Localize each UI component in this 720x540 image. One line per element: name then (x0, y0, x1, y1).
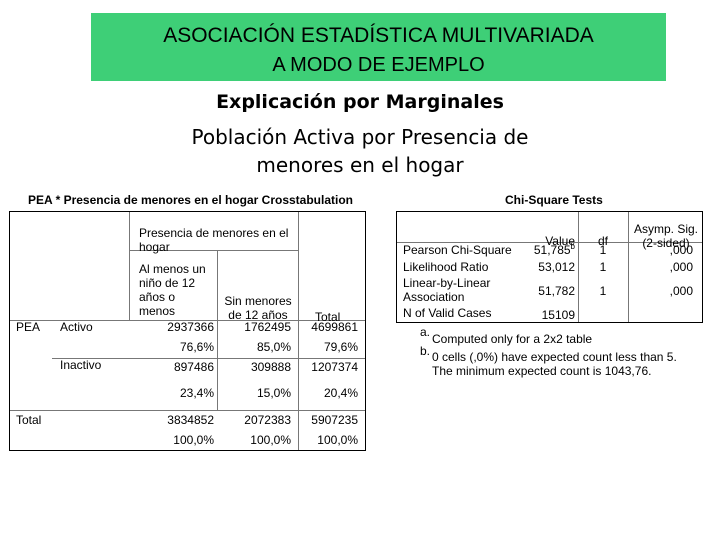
col-header-df: df (597, 234, 608, 248)
footnote-mark: b (570, 242, 575, 251)
footnote-a: Computed only for a 2x2 table (432, 332, 593, 346)
col-header-with-children: Al menos un niño de 12 años o menos (139, 262, 206, 318)
col-header-sig: Asymp. Sig. (2-sided) (633, 222, 699, 250)
chisq-title: Chi-Square Tests (505, 193, 603, 207)
crosstab-table: Presencia de menores en el hogar Al meno… (9, 211, 366, 451)
footnote-b: 0 cells (,0%) have expected count less t… (432, 350, 677, 378)
crosstab-title: PEA * Presencia de menores en el hogar C… (28, 193, 353, 207)
title-banner: ASOCIACIÓN ESTADÍSTICA MULTIVARIADA A MO… (91, 13, 666, 81)
row-label: Likelihood Ratio (403, 260, 489, 274)
row-label-total: Total (16, 413, 42, 427)
footnote-a-mark: a. (420, 325, 431, 339)
table-cell: 5907235 (311, 413, 358, 427)
row-label-activo: Activo (60, 320, 93, 334)
table-cell: ,000 (669, 243, 693, 257)
table-cell: 1 (599, 243, 607, 257)
table-cell: 1 (599, 284, 607, 298)
section-heading: Explicación por Marginales (216, 91, 504, 113)
table-cell: 897486 (173, 360, 214, 374)
table-cell: 53,012 (538, 260, 575, 274)
col-header-value: Value (545, 234, 575, 248)
table-cell: 100,0% (173, 433, 214, 447)
row-var-label: PEA (16, 320, 41, 334)
subheading-line-1: Población Activa por Presencia de (191, 125, 529, 149)
chisq-table: Value df Asymp. Sig. (2-sided) Pearson C… (396, 211, 703, 323)
subheading-line-2: menores en el hogar (256, 153, 464, 177)
table-cell: 4699861 (311, 320, 358, 334)
table-cell: 76,6% (179, 340, 214, 354)
banner-title: ASOCIACIÓN ESTADÍSTICA MULTIVARIADA (163, 24, 594, 47)
table-cell: 15,0% (256, 386, 291, 400)
footnote-b-mark: b. (420, 344, 431, 358)
table-cell: 100,0% (250, 433, 291, 447)
table-cell: 1762495 (244, 320, 291, 334)
row-label-inactivo: Inactivo (60, 358, 102, 372)
table-cell: 2072383 (244, 413, 291, 427)
table-cell-value: 51,785 (533, 243, 571, 257)
table-cell: 23,4% (179, 386, 214, 400)
table-cell: 15109 (541, 308, 575, 322)
row-label: Linear-by-Linear Association (403, 276, 491, 304)
col-header-without-children: Sin menores de 12 años (224, 294, 292, 322)
table-cell: 309888 (250, 360, 291, 374)
table-cell: 3834852 (167, 413, 214, 427)
col-header-total: Total (315, 310, 341, 324)
table-cell: 20,4% (323, 386, 358, 400)
row-label: N of Valid Cases (403, 306, 492, 320)
table-cell: 1 (599, 260, 607, 274)
table-cell: 79,6% (323, 340, 358, 354)
header-group: Presencia de menores en el hogar (139, 226, 289, 254)
table-cell: ,000 (669, 284, 693, 298)
row-label: Pearson Chi-Square (403, 243, 512, 257)
table-cell: ,000 (669, 260, 693, 274)
banner-subtitle: A MODO DE EJEMPLO (272, 54, 485, 76)
table-cell: 100,0% (317, 433, 358, 447)
table-cell: 85,0% (256, 340, 291, 354)
table-cell: 51,782 (538, 284, 575, 298)
table-cell: 2937366 (167, 320, 214, 334)
table-cell: 51,785b (527, 242, 575, 258)
table-cell: 1207374 (311, 360, 358, 374)
